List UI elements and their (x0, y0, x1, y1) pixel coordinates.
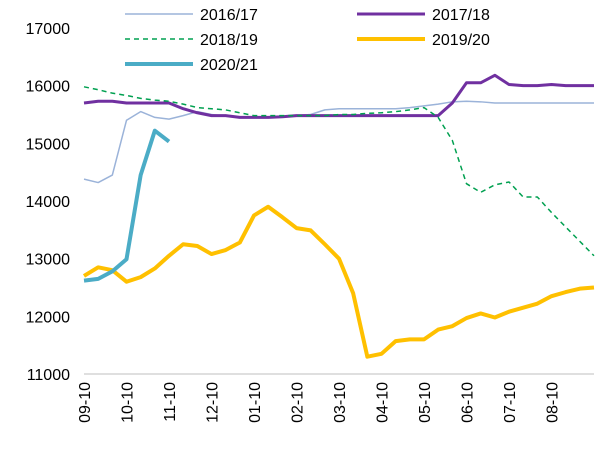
x-tick-label: 03-10 (332, 382, 349, 423)
legend-label: 2017/18 (432, 7, 490, 24)
legend-label: 2020/21 (200, 57, 258, 74)
series-line (83, 128, 171, 283)
x-tick-label: 01-10 (247, 382, 264, 423)
legend-label: 2016/17 (200, 7, 258, 24)
series-line (83, 73, 594, 119)
x-tick-label: 05-10 (417, 382, 434, 423)
x-tick-label: 11-10 (162, 382, 179, 422)
y-tick-label: 13000 (26, 252, 71, 269)
x-tick-label: 10-10 (120, 382, 137, 423)
y-tick-label: 11000 (27, 367, 70, 384)
y-tick-label: 17000 (26, 21, 71, 38)
x-tick-label: 04-10 (375, 382, 392, 423)
series-line (82, 204, 595, 359)
x-tick-label: 07-10 (502, 382, 519, 423)
y-tick-label: 16000 (26, 79, 71, 96)
y-tick-label: 12000 (26, 309, 71, 326)
y-tick-label: 15000 (26, 136, 71, 153)
legend-label: 2018/19 (200, 32, 258, 49)
x-tick-label: 12-10 (205, 382, 222, 423)
series-line (83, 86, 595, 257)
x-tick-label: 08-10 (545, 382, 562, 423)
y-tick-label: 14000 (26, 194, 71, 211)
legend-label: 2019/20 (432, 32, 490, 49)
x-tick-label: 02-10 (290, 382, 307, 423)
series-line (83, 100, 594, 184)
x-tick-label: 06-10 (460, 382, 477, 423)
x-tick-label: 09-10 (77, 382, 94, 423)
